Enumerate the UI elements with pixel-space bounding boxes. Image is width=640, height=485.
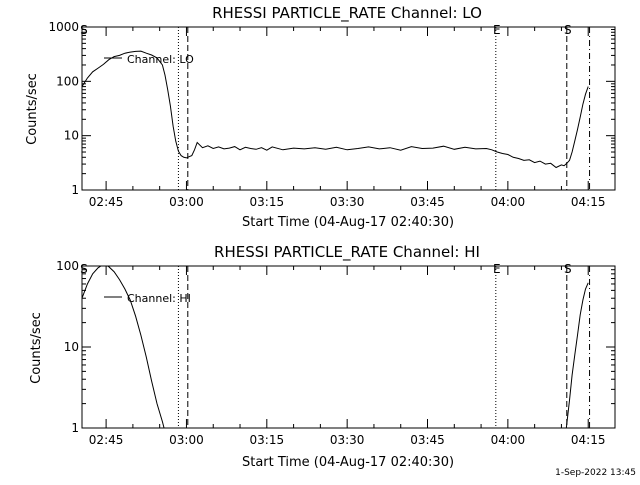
lo-event-marker-label: S <box>564 23 572 37</box>
lo-channel-panel: RHESSI PARTICLE_RATE Channel: LO Start T… <box>25 4 616 230</box>
lo-y-tick-label: 100 <box>56 74 79 88</box>
plot-timestamp: 1-Sep-2022 13:45 <box>555 468 636 478</box>
lo-plot-frame <box>81 26 616 191</box>
hi-x-tick-label: 04:00 <box>491 433 526 447</box>
hi-channel-panel: RHESSI PARTICLE_RATE Channel: HI Start T… <box>29 243 616 470</box>
lo-x-tick-label: 02:45 <box>89 195 124 209</box>
lo-x-axis-label: Start Time (04-Aug-17 02:40:30) <box>242 215 454 230</box>
lo-x-tick-label: 03:45 <box>410 195 445 209</box>
lo-legend-label: Channel: LO <box>127 53 194 66</box>
hi-x-tick-label: 02:45 <box>89 433 124 447</box>
lo-y-tick-label: 10 <box>64 129 79 143</box>
lo-event-marker-label: E <box>493 23 501 37</box>
hi-y-tick-label: 100 <box>56 259 79 273</box>
lo-y-tick-label: 1 <box>71 183 79 197</box>
hi-x-tick-label: 03:45 <box>410 433 445 447</box>
hi-legend-label: Channel: HI <box>127 292 191 305</box>
hi-y-tick-label: 10 <box>64 340 79 354</box>
lo-event-marker-label: S <box>80 23 88 37</box>
lo-x-tick-label: 04:15 <box>571 195 606 209</box>
lo-series-line <box>82 50 589 169</box>
hi-event-marker-label: S <box>80 262 88 276</box>
hi-chart-title: RHESSI PARTICLE_RATE Channel: HI <box>214 243 480 262</box>
lo-x-tick-label: 03:30 <box>330 195 365 209</box>
hi-y-axis-label: Counts/sec <box>29 312 44 384</box>
hi-series-line <box>565 282 589 428</box>
lo-x-tick-label: 04:00 <box>491 195 526 209</box>
lo-chart-title: RHESSI PARTICLE_RATE Channel: LO <box>212 4 482 23</box>
hi-y-tick-label: 1 <box>71 421 79 435</box>
hi-x-axis-label: Start Time (04-Aug-17 02:40:30) <box>242 455 454 470</box>
lo-y-axis-label: Counts/sec <box>25 73 40 145</box>
lo-x-tick-label: 03:15 <box>250 195 285 209</box>
hi-series-line <box>82 266 165 428</box>
lo-x-tick-label: 03:00 <box>169 195 204 209</box>
hi-x-tick-label: 03:00 <box>169 433 204 447</box>
lo-y-tick-label: 1000 <box>48 20 79 34</box>
hi-event-marker-label: E <box>493 262 501 276</box>
hi-x-tick-label: 04:15 <box>571 433 606 447</box>
hi-event-marker-label: S <box>564 262 572 276</box>
hi-x-tick-label: 03:30 <box>330 433 365 447</box>
hi-x-tick-label: 03:15 <box>250 433 285 447</box>
